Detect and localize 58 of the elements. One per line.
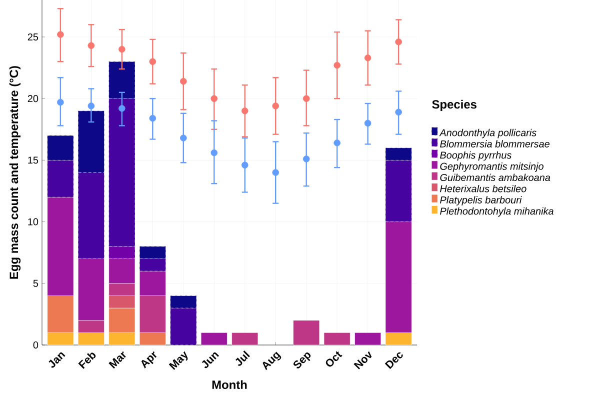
x-tick-label: Jul bbox=[236, 350, 250, 366]
point bbox=[364, 54, 372, 62]
point bbox=[241, 108, 248, 114]
point bbox=[210, 95, 218, 102]
y-axis-title: Egg mass count and temperature (°C) bbox=[9, 66, 21, 279]
point bbox=[302, 156, 310, 162]
x-tick-label: Apr bbox=[141, 351, 157, 368]
legend-label: Plethodontohyla mihanika bbox=[440, 207, 554, 217]
point bbox=[210, 149, 218, 156]
point bbox=[272, 102, 279, 110]
x-tick-label: Dec bbox=[384, 352, 403, 370]
bar bbox=[293, 320, 320, 346]
bar bbox=[232, 332, 258, 346]
legend-label: Heterixalus betsileo bbox=[440, 184, 526, 192]
point bbox=[149, 114, 156, 122]
point bbox=[180, 134, 187, 142]
point bbox=[364, 120, 372, 127]
x-tick-label: May bbox=[168, 351, 188, 370]
x-tick-label: Sep bbox=[294, 352, 311, 368]
bar bbox=[354, 332, 382, 346]
y-tick-label: 15 bbox=[28, 156, 38, 164]
point bbox=[272, 169, 279, 176]
point bbox=[88, 42, 95, 49]
x-tick-label: Jan bbox=[48, 352, 66, 368]
y-tick-label: 10 bbox=[28, 218, 38, 226]
x-tick-label: Oct bbox=[326, 351, 342, 367]
point bbox=[180, 78, 187, 85]
legend-label: Boophis pyrrhus bbox=[440, 151, 512, 161]
legend-label: Gephyromantis mitsinjo bbox=[440, 162, 544, 172]
point bbox=[57, 98, 64, 106]
point bbox=[395, 38, 402, 46]
point bbox=[241, 162, 248, 168]
legend-title: Species bbox=[432, 100, 476, 111]
point bbox=[334, 62, 340, 69]
legend-label: Anodonthyla pollicaris bbox=[439, 128, 536, 138]
point bbox=[118, 105, 126, 112]
y-tick-label: 5 bbox=[33, 280, 38, 287]
legend-label: Blommersia blommersae bbox=[440, 140, 550, 148]
x-tick-label: Aug bbox=[262, 352, 282, 370]
bar bbox=[200, 332, 228, 346]
x-tick-label: Jun bbox=[202, 352, 219, 368]
legend-label: Guibemantis ambakoana bbox=[440, 174, 550, 182]
x-tick-label: Mar bbox=[108, 351, 126, 369]
y-tick-label: 20 bbox=[28, 95, 38, 102]
point bbox=[88, 102, 95, 110]
point bbox=[57, 31, 64, 38]
x-tick-label: Feb bbox=[78, 352, 96, 369]
point bbox=[149, 58, 156, 65]
point bbox=[334, 140, 340, 146]
bar bbox=[324, 332, 350, 346]
point bbox=[302, 95, 310, 102]
point bbox=[395, 108, 402, 116]
point bbox=[118, 46, 126, 53]
y-tick-label: 0 bbox=[33, 341, 38, 349]
x-axis-title: Month bbox=[212, 380, 247, 390]
legend-label: Platypelis barbouri bbox=[440, 196, 522, 206]
x-tick-label: Nov bbox=[354, 351, 372, 370]
y-tick-label: 25 bbox=[28, 33, 38, 40]
